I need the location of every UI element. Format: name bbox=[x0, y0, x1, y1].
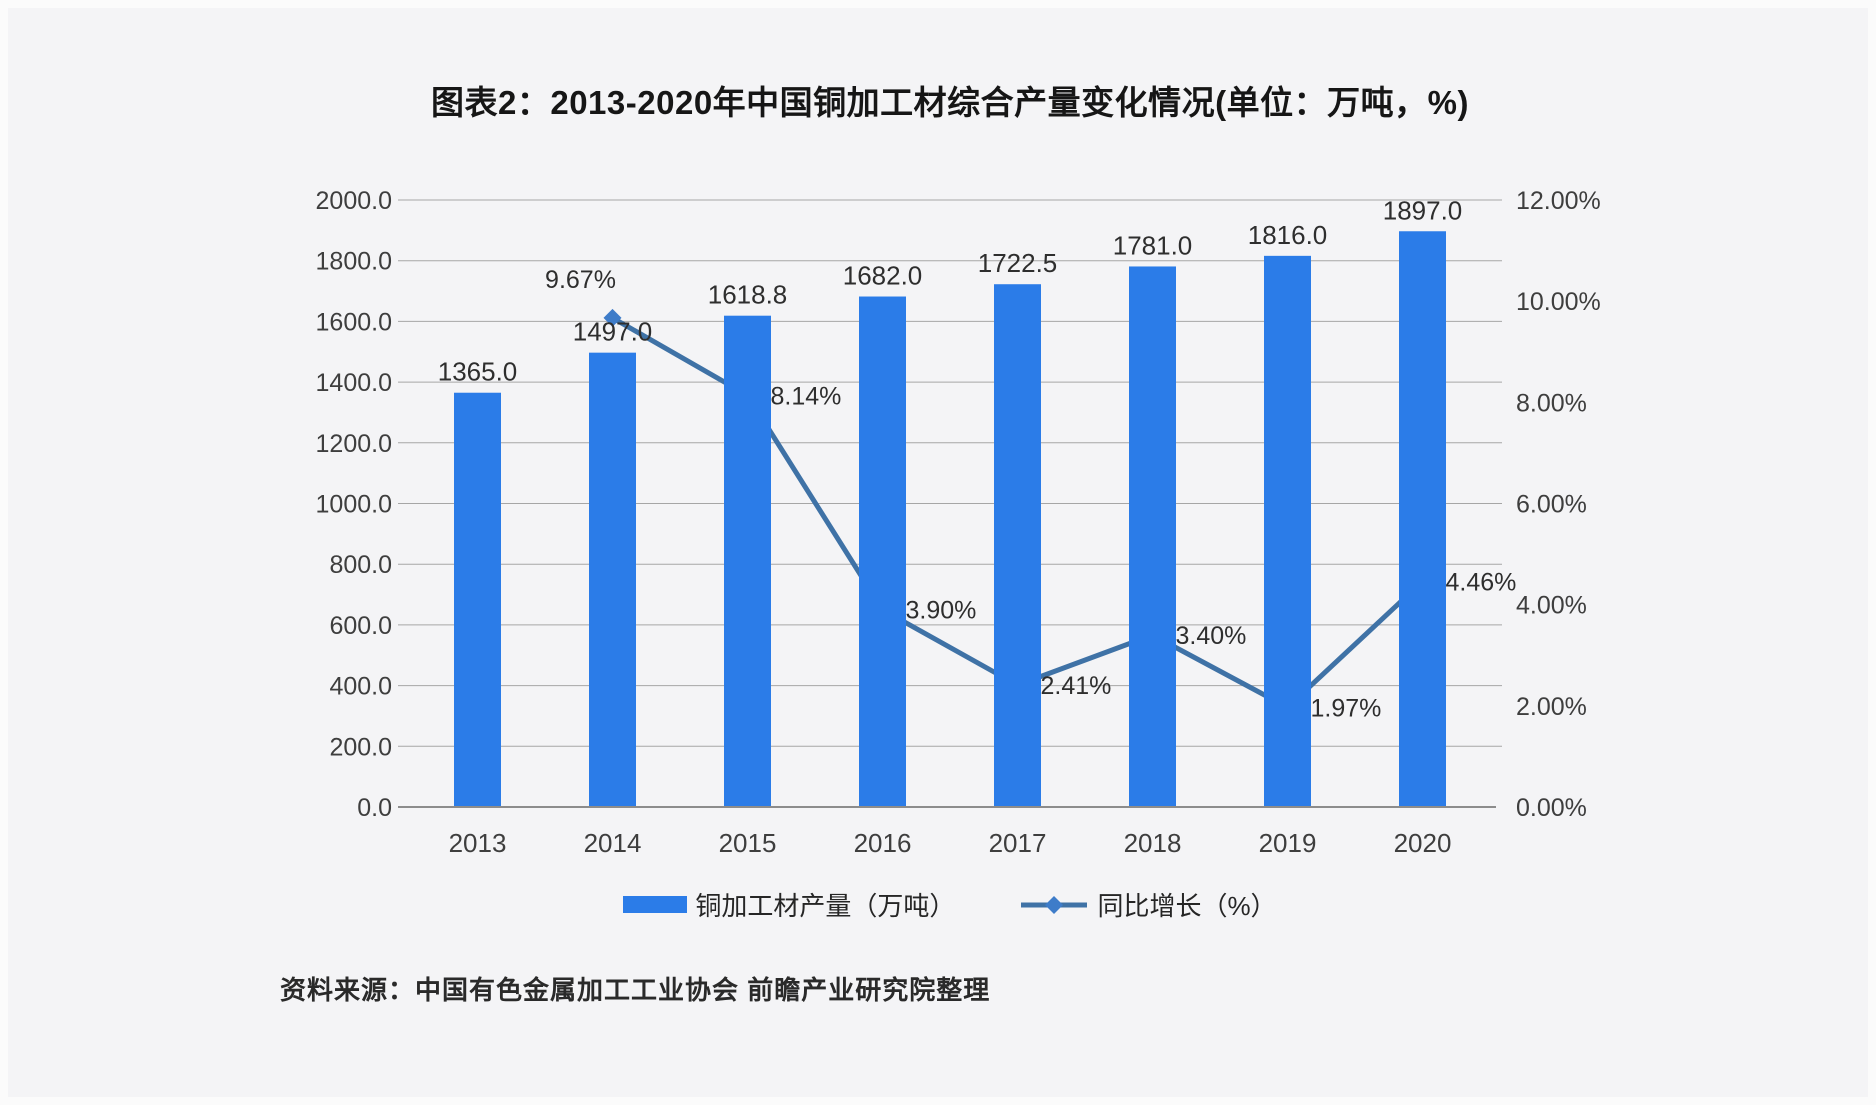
growth-marker-2014 bbox=[603, 308, 622, 327]
bar-swatch-icon bbox=[623, 896, 688, 913]
x-axis-label-2016: 2016 bbox=[854, 828, 912, 858]
legend-item-growth: 同比增长（%） bbox=[1019, 886, 1277, 923]
x-axis-label-2015: 2015 bbox=[719, 828, 777, 858]
growth-label-2018: 3.40% bbox=[1176, 622, 1247, 650]
chart-canvas: 1365.0 1497.0 1618.8 1682.0 1722.5 1781.0 1816… bbox=[316, 187, 1601, 858]
bar-2018 bbox=[1129, 266, 1176, 807]
y-axis-left-tick-2000.0: 2000.0 bbox=[316, 187, 392, 215]
y-axis-left-tick-800.0: 800.0 bbox=[329, 551, 392, 579]
bar-label-2020: 1897.0 bbox=[1383, 195, 1463, 225]
x-axis-label-2013: 2013 bbox=[449, 828, 507, 858]
bar-label-2016: 1682.0 bbox=[843, 261, 923, 291]
y-axis-left-tick-400.0: 400.0 bbox=[329, 673, 392, 701]
bar-2020 bbox=[1399, 231, 1446, 807]
y-axis-right-tick-4.00%: 4.00% bbox=[1516, 592, 1587, 620]
y-axis-right-tick-8.00%: 8.00% bbox=[1516, 389, 1587, 417]
bar-label-2015: 1618.8 bbox=[708, 280, 788, 310]
x-axis-label-2014: 2014 bbox=[584, 828, 642, 858]
growth-label-2017: 2.41% bbox=[1041, 672, 1112, 700]
y-axis-left-tick-0.0: 0.0 bbox=[357, 794, 392, 822]
y-axis-left-tick-600.0: 600.0 bbox=[329, 612, 392, 640]
growth-label-2014: 9.67% bbox=[545, 266, 616, 294]
y-axis-right-tick-2.00%: 2.00% bbox=[1516, 693, 1587, 721]
legend-label-production: 铜加工材产量（万吨） bbox=[695, 891, 956, 921]
growth-label-2015: 8.14% bbox=[771, 382, 842, 410]
y-axis-left-tick-1400.0: 1400.0 bbox=[316, 369, 392, 397]
bar-2019 bbox=[1264, 255, 1311, 807]
bar-label-2013: 1365.0 bbox=[438, 357, 518, 387]
y-axis-left-tick-200.0: 200.0 bbox=[329, 733, 392, 761]
bar-2013 bbox=[454, 392, 501, 807]
x-axis-label-2019: 2019 bbox=[1259, 828, 1317, 858]
bar-2017 bbox=[994, 284, 1041, 807]
legend-label-growth: 同比增长（%） bbox=[1097, 891, 1277, 921]
x-axis-label-2018: 2018 bbox=[1124, 828, 1182, 858]
y-axis-left-tick-1600.0: 1600.0 bbox=[316, 308, 392, 336]
bar-label-2018: 1781.0 bbox=[1113, 230, 1193, 260]
x-axis-label-2017: 2017 bbox=[989, 828, 1047, 858]
bar-2014 bbox=[589, 352, 636, 807]
y-axis-left-tick-1000.0: 1000.0 bbox=[316, 491, 392, 519]
x-axis-label-2020: 2020 bbox=[1394, 828, 1452, 858]
y-axis-right-tick-10.00%: 10.00% bbox=[1516, 288, 1601, 316]
bar-label-2017: 1722.5 bbox=[978, 248, 1058, 278]
y-axis-right-tick-12.00%: 12.00% bbox=[1516, 187, 1601, 215]
y-axis-right-tick-0.00%: 0.00% bbox=[1516, 794, 1587, 822]
bar-2015 bbox=[724, 315, 771, 807]
y-axis-right-tick-6.00%: 6.00% bbox=[1516, 491, 1587, 519]
y-axis-left-tick-1800.0: 1800.0 bbox=[316, 248, 392, 276]
bar-label-2019: 1816.0 bbox=[1248, 220, 1328, 250]
y-axis-left-tick-1200.0: 1200.0 bbox=[316, 430, 392, 458]
growth-label-2019: 1.97% bbox=[1311, 694, 1382, 722]
bar-label-2014: 1497.0 bbox=[573, 317, 653, 347]
line-diamond-icon bbox=[1021, 895, 1088, 914]
bar-2016 bbox=[859, 296, 906, 807]
source-note: 资料来源：中国有色金属加工工业协会 前瞻产业研究院整理 bbox=[280, 975, 991, 1005]
legend-item-production: 铜加工材产量（万吨） bbox=[623, 886, 955, 923]
chart-legend: 铜加工材产量（万吨） 同比增长（%） bbox=[250, 886, 1650, 923]
growth-label-2016: 3.90% bbox=[906, 597, 977, 625]
chart-title: 图表2：2013-2020年中国铜加工材综合产量变化情况(单位：万吨，%) bbox=[431, 84, 1469, 121]
growth-label-2020: 4.46% bbox=[1446, 568, 1517, 596]
